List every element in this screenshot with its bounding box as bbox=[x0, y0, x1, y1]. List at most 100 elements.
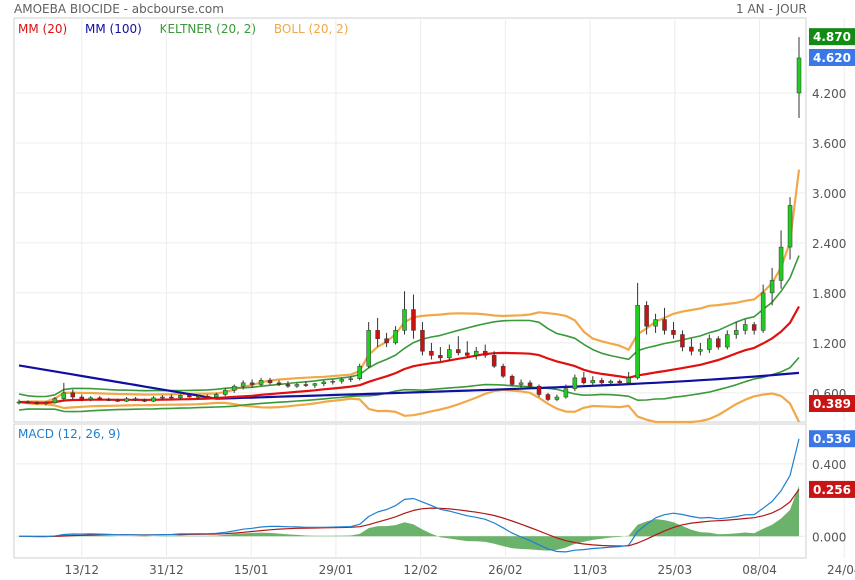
candle-body bbox=[518, 382, 524, 385]
boll-upper-line bbox=[18, 169, 801, 404]
macd-signal-line bbox=[19, 488, 800, 547]
candle-body bbox=[348, 378, 353, 380]
keltner-upper-line bbox=[18, 255, 800, 398]
candle-body bbox=[465, 352, 470, 356]
legend-mm20[interactable]: MM (20) bbox=[18, 22, 68, 36]
candle-body bbox=[249, 382, 255, 385]
candle-body bbox=[760, 292, 766, 331]
candle-body bbox=[751, 324, 757, 331]
candle-body bbox=[240, 382, 246, 387]
candle-body bbox=[267, 380, 273, 384]
keltner-lower-line bbox=[18, 356, 800, 413]
badge-high: 4.870 bbox=[813, 30, 851, 44]
candle-body bbox=[384, 338, 389, 344]
x-tick-label: 25/03 bbox=[658, 563, 693, 577]
candle-body bbox=[115, 400, 120, 402]
candle-body bbox=[635, 305, 640, 379]
candle-body bbox=[456, 349, 461, 354]
candle-body bbox=[339, 379, 345, 382]
x-tick-label: 12/02 bbox=[403, 563, 438, 577]
candle-body bbox=[473, 350, 479, 356]
badge-lower-band-bg bbox=[809, 395, 855, 412]
badge-macd-bg bbox=[809, 430, 855, 448]
candle-body bbox=[124, 398, 129, 402]
candle-body bbox=[572, 377, 578, 389]
candle-body bbox=[178, 395, 183, 399]
x-tick-label: 24/04 bbox=[827, 563, 855, 577]
candle-body bbox=[447, 349, 452, 359]
x-tick-label: 13/12 bbox=[64, 563, 99, 577]
candle-body bbox=[106, 399, 111, 401]
candle-body bbox=[88, 397, 93, 400]
x-tick-label: 11/03 bbox=[573, 563, 608, 577]
legend-mm100[interactable]: MM (100) bbox=[84, 22, 142, 36]
candle-body bbox=[222, 390, 228, 395]
x-tick-label: 08/04 bbox=[742, 563, 777, 577]
candle-body bbox=[742, 324, 748, 331]
candle-body bbox=[285, 384, 291, 387]
candle-body bbox=[491, 355, 497, 367]
candle-body bbox=[61, 392, 67, 399]
candle-body bbox=[133, 398, 138, 401]
candle-body bbox=[366, 330, 371, 367]
candle-body bbox=[536, 385, 542, 395]
candle-body bbox=[438, 355, 443, 359]
candle-body bbox=[213, 394, 219, 398]
candle-body bbox=[707, 338, 712, 350]
candle-body bbox=[563, 388, 569, 398]
candle-body bbox=[796, 57, 802, 94]
price-legend: MM (20) MM (100) KELTNER (20, 2) BOLL (2… bbox=[18, 22, 362, 36]
candle-body bbox=[294, 384, 300, 387]
candle-body bbox=[258, 380, 264, 385]
candle-body bbox=[402, 309, 407, 331]
candle-body bbox=[769, 280, 775, 294]
candle-body bbox=[357, 365, 362, 379]
candle-body bbox=[375, 330, 380, 339]
candle-body bbox=[716, 338, 721, 348]
badge-close: 4.620 bbox=[813, 51, 851, 65]
badge-high-bg bbox=[809, 28, 855, 46]
candle-body bbox=[599, 380, 605, 384]
candle-body bbox=[680, 334, 685, 348]
candle-body bbox=[196, 395, 201, 398]
candle-body bbox=[626, 377, 631, 384]
macd-histogram bbox=[19, 485, 799, 551]
candle-body bbox=[733, 330, 739, 335]
price-panel-frame bbox=[13, 17, 807, 423]
badge-signal-bg bbox=[809, 480, 855, 498]
candle-body bbox=[52, 398, 58, 404]
candle-body bbox=[43, 402, 49, 405]
candle-body bbox=[25, 401, 31, 404]
badge-signal: 0.256 bbox=[813, 483, 851, 497]
candle-body bbox=[644, 305, 649, 327]
candle-body bbox=[312, 383, 318, 386]
candle-body bbox=[16, 401, 22, 404]
candle-body bbox=[205, 395, 210, 398]
candle-body bbox=[545, 394, 551, 400]
candle-body bbox=[303, 384, 309, 386]
candle-body bbox=[330, 380, 336, 383]
candle-body bbox=[411, 309, 416, 331]
legend-keltner[interactable]: KELTNER (20, 2) bbox=[159, 22, 257, 36]
candle-body bbox=[393, 330, 398, 344]
candle-body bbox=[554, 396, 560, 400]
candle-body bbox=[653, 319, 658, 327]
candle-body bbox=[151, 397, 156, 402]
legend-boll[interactable]: BOLL (20, 2) bbox=[273, 22, 349, 36]
candle-body bbox=[662, 319, 667, 331]
y-tick-label: 1.800 bbox=[812, 287, 846, 301]
x-tick-label: 29/01 bbox=[319, 563, 354, 577]
candle-body bbox=[500, 365, 506, 377]
mm100-line bbox=[18, 364, 800, 400]
candle-body bbox=[787, 205, 793, 248]
x-tick-label: 31/12 bbox=[149, 563, 184, 577]
candle-body bbox=[79, 396, 85, 400]
chart-title: AMOEBA BIOCIDE - abcbourse.com bbox=[14, 2, 224, 16]
period-label[interactable]: 1 AN - JOUR bbox=[736, 2, 807, 16]
candle-body bbox=[169, 396, 174, 399]
y-tick-label: 3.000 bbox=[812, 187, 846, 201]
candle-body bbox=[778, 246, 784, 281]
candle-body bbox=[527, 382, 533, 387]
macd-legend[interactable]: MACD (12, 26, 9) bbox=[18, 427, 121, 441]
